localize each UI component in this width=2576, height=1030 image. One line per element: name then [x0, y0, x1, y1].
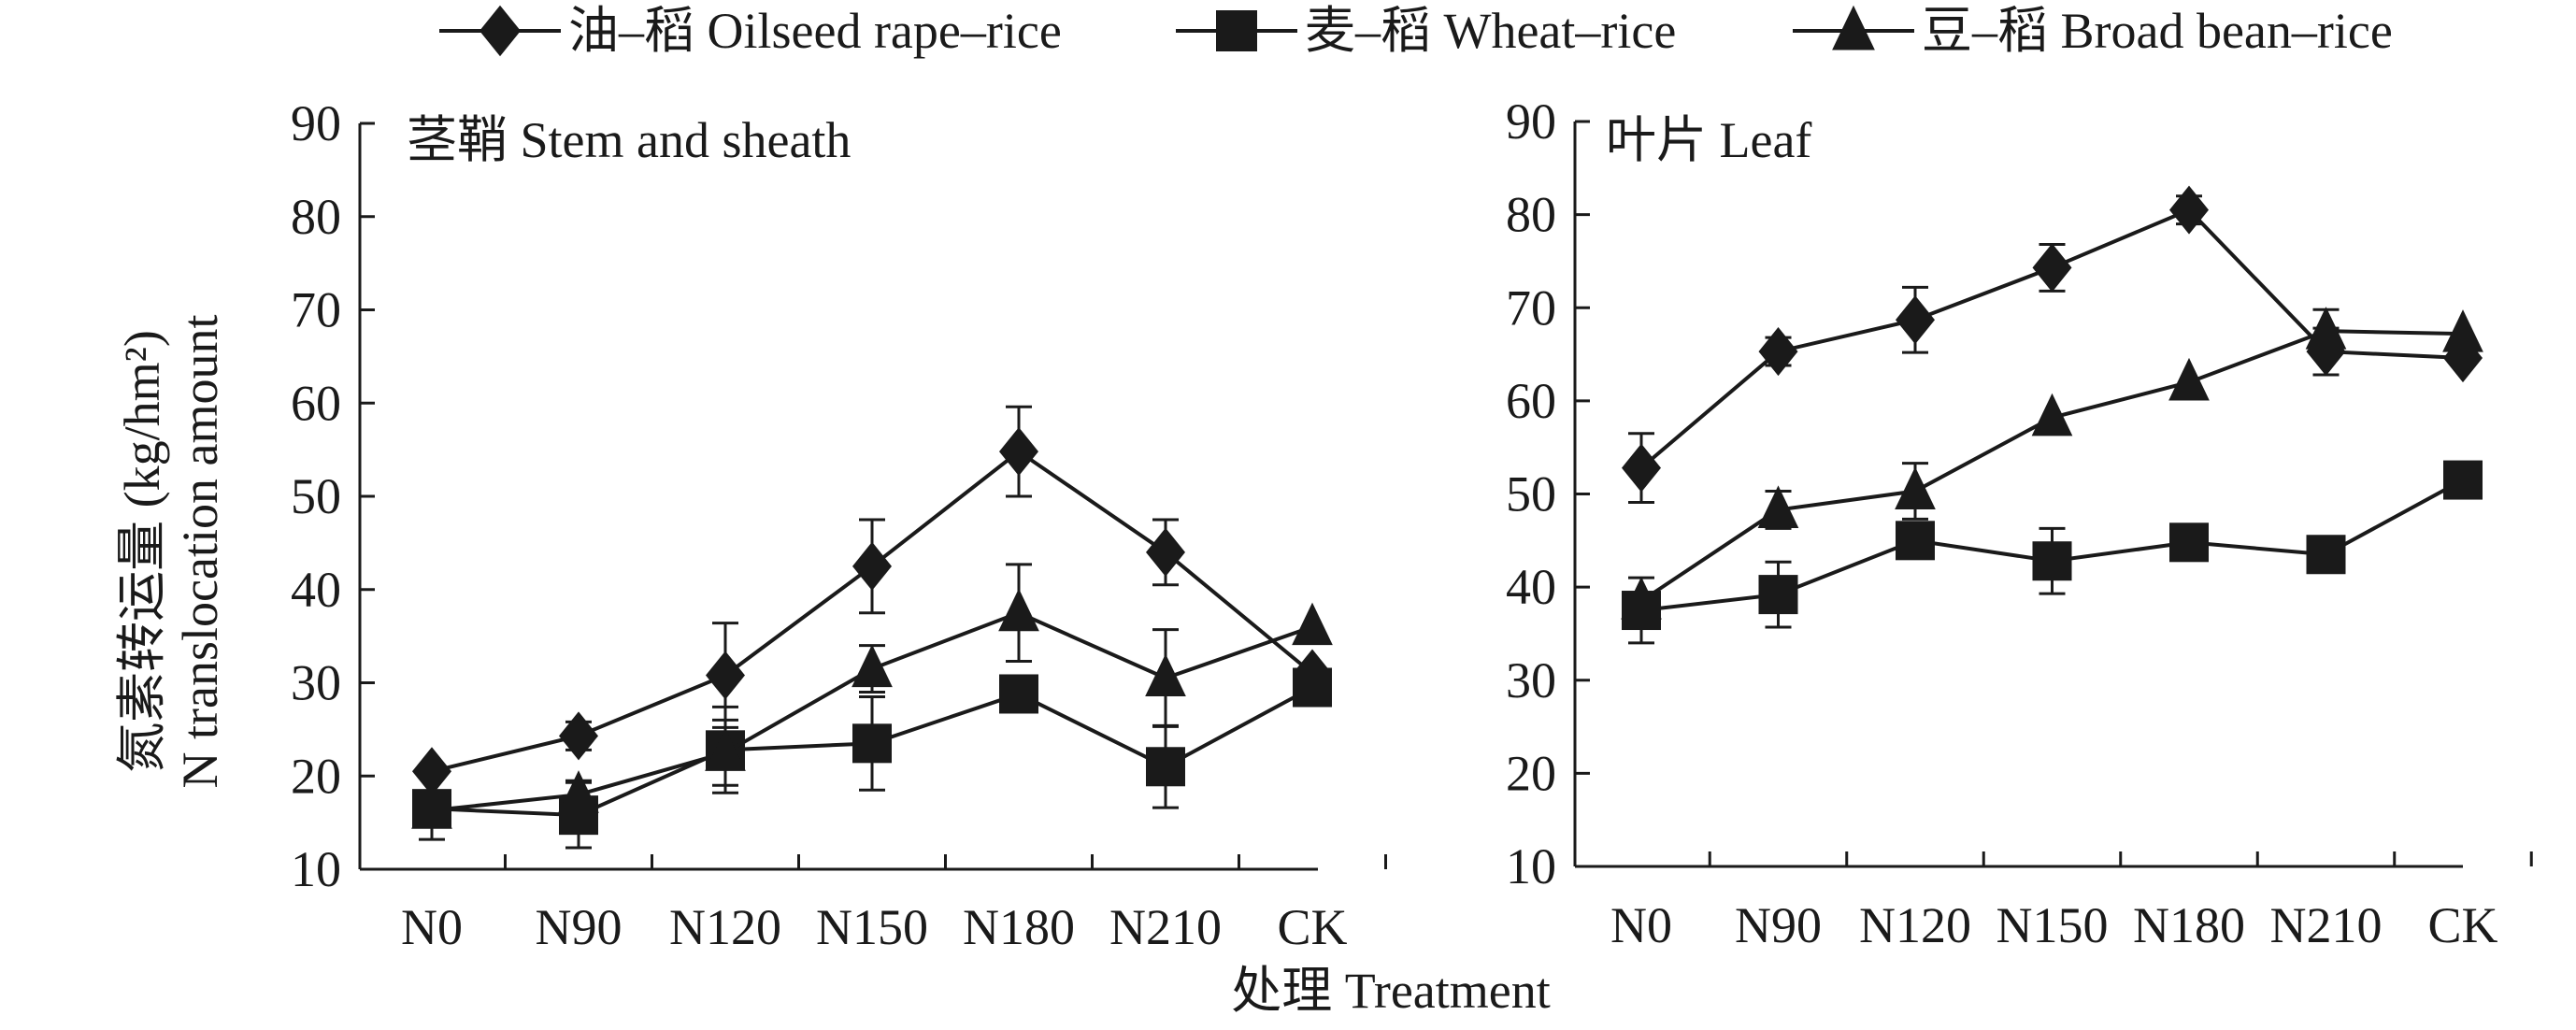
- diamond-marker: [1622, 443, 1661, 493]
- panel-leaf: 10 20 30 40 50 60 70 80 90 N0 N90 N120 N150 N180 N210 C…: [1506, 93, 2533, 953]
- x-tick-label: N90: [1735, 897, 1822, 953]
- triangle-marker: [1621, 577, 1662, 620]
- triangle-marker: [1145, 653, 1186, 697]
- legend-item: 豆–稻 Broad bean–rice: [1793, 3, 2393, 59]
- x-tick-label: N120: [1859, 897, 1971, 953]
- square-marker: [2032, 541, 2072, 581]
- y-tick-label: 30: [291, 655, 341, 711]
- triangle-marker: [705, 728, 746, 771]
- triangle-marker: [852, 644, 893, 688]
- triangle-marker: [2305, 307, 2347, 350]
- y-tick-label: 10: [1506, 838, 1556, 894]
- x-tick-label: N150: [1996, 897, 2109, 953]
- diamond-marker: [852, 541, 892, 591]
- square-marker: [1293, 667, 1332, 708]
- legend-label: 豆–稻 Broad bean–rice: [1922, 3, 2393, 59]
- y-tick-label: 80: [291, 189, 341, 245]
- y-tick-label: 20: [1506, 745, 1556, 801]
- square-marker: [852, 723, 892, 764]
- x-tick-label: N210: [2270, 897, 2383, 953]
- series-diamond: [1622, 185, 2483, 504]
- x-tick-label: CK: [2427, 897, 2497, 953]
- y-tick-label: 40: [291, 562, 341, 618]
- series-triangle: [411, 563, 1333, 829]
- triangle-marker: [558, 770, 599, 813]
- y-tick-label: 40: [1506, 559, 1556, 615]
- x-tick-label: N180: [963, 899, 1075, 955]
- x-tick-label: N180: [2133, 897, 2245, 953]
- series-square: [1622, 460, 2483, 645]
- x-axis-title: 处理 Treatment: [1231, 963, 1550, 1019]
- legend-diamond-marker: [479, 5, 521, 57]
- diamond-marker: [559, 711, 598, 761]
- x-tick-label: N210: [1109, 899, 1222, 955]
- square-marker: [1896, 521, 1935, 561]
- triangle-marker: [2168, 357, 2210, 401]
- legend-item: 麦–稻 Wheat–rice: [1176, 3, 1676, 59]
- y-tick-label: 70: [1506, 279, 1556, 336]
- x-tick-label: N150: [816, 899, 928, 955]
- triangle-marker: [1292, 602, 1333, 646]
- square-marker: [1146, 747, 1185, 787]
- x-tick-label: CK: [1277, 899, 1347, 955]
- diamond-marker: [1758, 327, 1798, 377]
- diamond-marker: [412, 747, 451, 796]
- panel-stem-and-sheath: 10 20 30 40 50 60 70 80 90 N0 N90 N120 N150 N180 N210 C…: [291, 95, 1387, 955]
- y-tick-label: 80: [1506, 187, 1556, 243]
- legend-item: 油–稻 Oilseed rape–rice: [439, 3, 1062, 59]
- diamond-marker: [2169, 185, 2209, 235]
- diamond-marker: [1896, 295, 1935, 345]
- y-tick-label: 50: [1506, 466, 1556, 522]
- panel-title: 茎鞘 Stem and sheath: [407, 112, 851, 168]
- x-tick-label: N120: [669, 899, 781, 955]
- y-tick-label: 60: [291, 375, 341, 431]
- square-marker: [1758, 575, 1798, 615]
- y-tick-label: 30: [1506, 652, 1556, 708]
- panel-title: 叶片 Leaf: [1606, 112, 1811, 168]
- y-tick-label: 90: [291, 95, 341, 151]
- y-axis-title-en: N translocation amount: [172, 315, 228, 789]
- y-axis-title-cn: 氮素转运量 (kg/hm²): [114, 330, 170, 773]
- triangle-marker: [998, 588, 1039, 632]
- triangle-marker: [2442, 309, 2483, 352]
- legend-label: 麦–稻 Wheat–rice: [1305, 3, 1676, 59]
- legend-triangle-marker: [1832, 5, 1875, 50]
- x-tick-label: N0: [401, 899, 463, 955]
- series-triangle: [1621, 307, 2483, 620]
- y-tick-label: 10: [291, 841, 341, 897]
- diamond-marker: [999, 427, 1038, 477]
- triangle-marker: [1895, 466, 1936, 510]
- diamond-marker: [2032, 243, 2072, 293]
- y-tick-label: 50: [291, 468, 341, 524]
- legend: 油–稻 Oilseed rape–rice 麦–稻 Wheat–rice 豆–稻 B…: [439, 3, 2393, 59]
- legend-square-marker: [1216, 10, 1257, 51]
- series-square: [412, 667, 1332, 850]
- x-tick-label: N0: [1610, 897, 1672, 953]
- y-tick-label: 20: [291, 748, 341, 804]
- diamond-marker: [1146, 527, 1185, 577]
- legend-label: 油–稻 Oilseed rape–rice: [568, 3, 1062, 59]
- y-tick-label: 90: [1506, 93, 1556, 150]
- y-tick-label: 70: [291, 282, 341, 338]
- square-marker: [2169, 522, 2209, 563]
- square-marker: [2443, 460, 2483, 500]
- triangle-marker: [1757, 485, 1799, 528]
- y-tick-label: 60: [1506, 373, 1556, 429]
- x-tick-label: N90: [536, 899, 623, 955]
- square-marker: [999, 674, 1038, 714]
- triangle-marker: [2031, 393, 2073, 436]
- square-marker: [2306, 535, 2346, 575]
- diamond-marker: [706, 651, 745, 700]
- triangle-marker: [411, 786, 452, 829]
